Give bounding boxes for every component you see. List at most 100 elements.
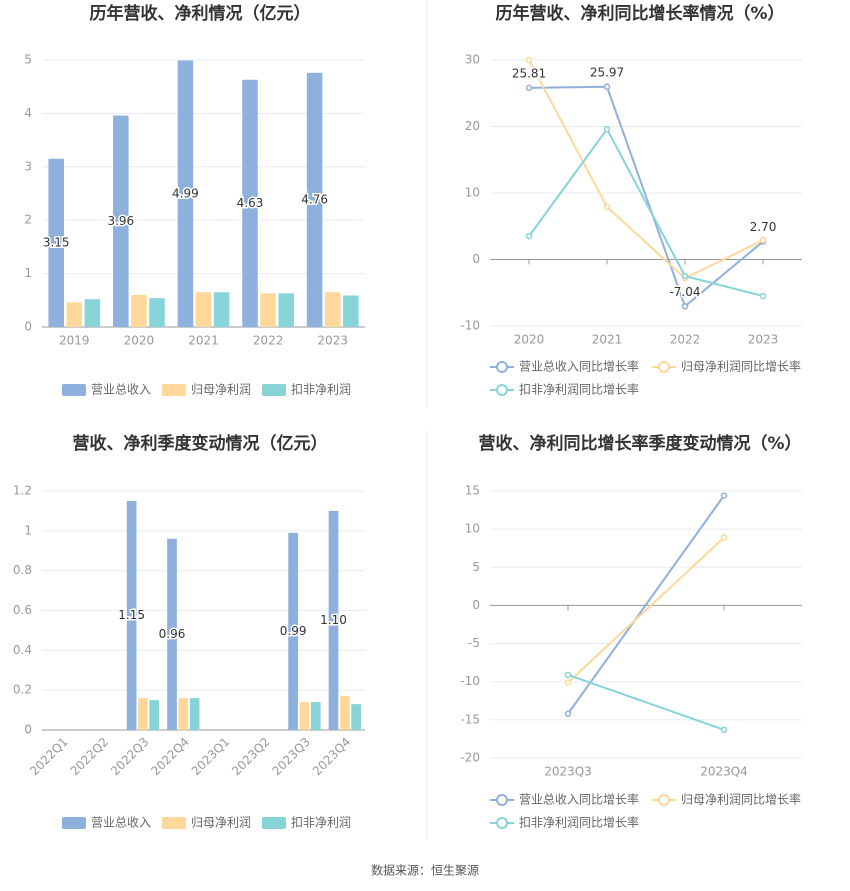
chart-title: 历年营收、净利情况（亿元）	[90, 3, 311, 24]
y-tick-label: 10	[465, 186, 480, 200]
data-label: 0.99	[280, 624, 307, 638]
line	[567, 536, 725, 684]
x-tick-label: 2022	[670, 333, 701, 347]
point	[564, 671, 572, 679]
x-tick-label: 2020	[514, 333, 545, 347]
x-tick-label: 2023Q2	[229, 735, 273, 779]
y-tick-label: 15	[465, 484, 480, 498]
bar	[167, 538, 177, 730]
x-tick-label: 2021	[592, 333, 623, 347]
y-tick-label: -10	[460, 674, 480, 688]
y-tick-label: 5	[472, 560, 480, 574]
data-label: 25.97	[590, 65, 624, 79]
y-tick-label: 30	[465, 53, 480, 67]
y-tick-label: 4	[24, 106, 32, 120]
y-tick-label: 0	[472, 598, 480, 612]
x-tick-label: 2023Q3	[269, 735, 313, 779]
bar	[178, 698, 189, 730]
point	[564, 710, 572, 718]
legend-swatch	[658, 794, 670, 806]
bar	[351, 704, 361, 730]
data-label: 1.10	[320, 613, 347, 627]
legend-label: 营业总收入	[91, 816, 151, 830]
bar	[84, 299, 101, 327]
source: 数据来源：恒生聚源	[371, 863, 479, 878]
y-tick-label: -10	[460, 319, 480, 333]
x-tick-label: 2023Q3	[544, 765, 592, 779]
bar	[260, 293, 276, 327]
point	[603, 125, 611, 133]
bar	[126, 500, 137, 730]
line	[528, 127, 764, 298]
x-tick-label: 2019	[59, 334, 90, 348]
legend-swatch	[496, 384, 508, 396]
x-tick-label: 2022Q1	[27, 735, 71, 779]
x-tick-label: 2023	[748, 333, 779, 347]
bar	[324, 292, 341, 327]
bar	[138, 698, 148, 730]
bar	[339, 696, 350, 730]
y-tick-label: 0.8	[13, 563, 32, 577]
point	[759, 236, 767, 244]
bar	[310, 702, 321, 730]
point	[759, 292, 767, 300]
data-label: 3.15	[43, 235, 70, 249]
y-tick-label: 0	[24, 723, 32, 737]
x-tick-label: 2023Q4	[310, 735, 354, 779]
legend-label: 营业总收入	[91, 383, 151, 397]
bar	[189, 698, 200, 730]
point	[564, 679, 572, 686]
x-tick-label: 2023Q1	[189, 735, 233, 779]
x-tick-label: 2022	[253, 334, 284, 348]
x-tick-label: 2022Q4	[148, 735, 192, 779]
point	[603, 83, 611, 91]
y-tick-label: 20	[465, 119, 480, 133]
y-tick-label: 1	[24, 523, 32, 537]
bar	[278, 293, 294, 327]
x-tick-label: 2022Q2	[68, 735, 112, 779]
data-label: -7.04	[669, 285, 700, 299]
legend-label: 扣非净利润	[291, 816, 351, 830]
legend-swatch	[658, 361, 670, 373]
bar	[149, 700, 160, 730]
legend-label: 扣非净利润	[291, 383, 351, 397]
point	[603, 203, 611, 211]
y-tick-label: 2	[24, 213, 32, 227]
y-tick-label: 0.2	[13, 683, 32, 697]
y-tick-label: 1.2	[13, 484, 32, 498]
legend-label: 归母净利润同比增长率	[681, 792, 801, 807]
bar	[149, 298, 165, 327]
x-tick-label: 2020	[124, 334, 155, 348]
y-tick-label: 0	[472, 252, 480, 266]
y-tick-label: -15	[460, 712, 480, 726]
legend-swatch	[162, 817, 186, 829]
bar	[242, 79, 258, 328]
x-tick-label: 2021	[188, 334, 219, 348]
bar	[343, 295, 359, 327]
point	[525, 56, 533, 64]
bar	[66, 302, 83, 327]
data-label: 4.99	[172, 186, 199, 200]
legend-label: 归母净利润	[191, 816, 251, 830]
point	[720, 534, 728, 541]
legend-swatch	[62, 384, 86, 396]
data-label: 4.63	[237, 196, 264, 210]
bar	[306, 72, 323, 327]
y-tick-label: 0.6	[13, 603, 32, 617]
data-label: 0.96	[159, 627, 186, 641]
data-label: 1.15	[118, 608, 145, 622]
bar	[113, 115, 129, 327]
legend-label: 营业总收入同比增长率	[519, 792, 639, 807]
point	[720, 726, 728, 734]
chart-title: 历年营收、净利同比增长率情况（%）	[495, 3, 784, 24]
data-label: 25.81	[512, 66, 546, 80]
legend-label: 归母净利润	[191, 383, 251, 397]
legend-swatch	[262, 817, 286, 829]
y-tick-label: -5	[468, 636, 480, 650]
bar	[177, 60, 194, 328]
data-label: 3.96	[107, 214, 134, 228]
bar	[195, 292, 212, 327]
y-tick-label: 3	[24, 159, 32, 173]
bar	[131, 294, 147, 327]
